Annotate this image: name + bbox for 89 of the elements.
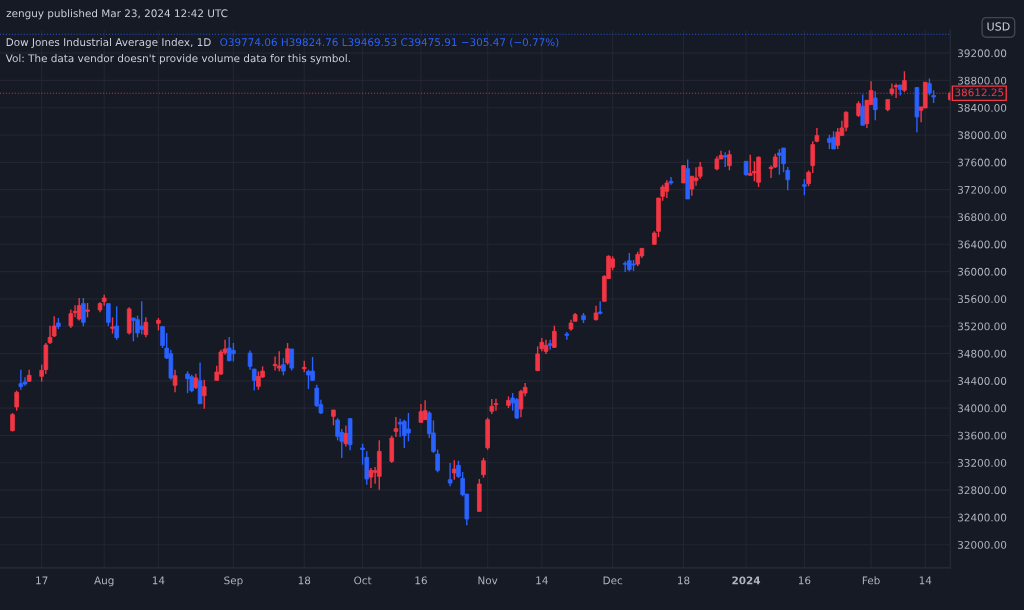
candlestick bbox=[306, 369, 311, 390]
candlestick bbox=[785, 166, 791, 192]
candlestick bbox=[622, 260, 628, 273]
candlestick bbox=[114, 305, 119, 341]
y-tick-label: 34800.00 bbox=[958, 349, 1007, 358]
y-tick-label: 36400.00 bbox=[958, 240, 1007, 249]
candlestick bbox=[368, 467, 374, 489]
ref-line-label: 38612.25 bbox=[955, 88, 1004, 97]
text: O39774.06 H39824.76 L39469.53 C39475.91 −305.47 (−0.77%) bbox=[220, 37, 559, 48]
candlestick bbox=[727, 149, 732, 172]
candlestick bbox=[777, 148, 782, 176]
candlestick bbox=[406, 412, 411, 443]
candlestick bbox=[452, 459, 457, 481]
candlestick bbox=[276, 350, 282, 373]
y-tick-label: 36000.00 bbox=[958, 267, 1007, 276]
x-tick-label: 16 bbox=[415, 576, 427, 585]
candlestick bbox=[106, 302, 111, 327]
candlestick bbox=[231, 342, 236, 363]
y-tick-label: 38400.00 bbox=[958, 103, 1007, 112]
x-tick-label: Sep bbox=[224, 576, 243, 587]
candlestick bbox=[289, 348, 295, 372]
candlestick bbox=[81, 297, 86, 327]
candlestick bbox=[226, 336, 232, 363]
candlestick bbox=[835, 127, 841, 150]
y-tick-label: 33600.00 bbox=[958, 431, 1007, 440]
candlestick bbox=[860, 93, 866, 126]
candlestick bbox=[172, 369, 178, 394]
x-tick-label: 2024 bbox=[732, 576, 761, 585]
text: USD bbox=[987, 22, 1010, 31]
candlestick bbox=[389, 434, 395, 464]
candlestick bbox=[285, 342, 290, 366]
y-tick-label: 35600.00 bbox=[958, 295, 1007, 304]
y-tick-label: 35200.00 bbox=[958, 322, 1007, 331]
candlestick bbox=[422, 399, 428, 421]
candlestick bbox=[76, 297, 82, 322]
y-tick-label: 37200.00 bbox=[958, 185, 1007, 194]
y-tick-label: 39200.00 bbox=[958, 49, 1007, 58]
x-tick-label: Dec bbox=[603, 576, 623, 585]
y-tick-label: 37600.00 bbox=[958, 158, 1007, 167]
y-tick-label: 34400.00 bbox=[958, 377, 1007, 385]
text: Dow Jones Industrial Average Index, 1D bbox=[6, 37, 211, 49]
candlestick bbox=[14, 389, 19, 412]
candlestick bbox=[493, 397, 499, 412]
x-tick-label: 17 bbox=[36, 576, 48, 585]
candlestick bbox=[256, 370, 261, 391]
x-tick-label: 18 bbox=[678, 576, 690, 585]
y-tick-label: 36800.00 bbox=[958, 213, 1007, 222]
candlestick bbox=[139, 300, 144, 336]
x-tick-label: 14 bbox=[919, 576, 932, 585]
candlestick bbox=[872, 90, 878, 121]
x-tick-label: 14 bbox=[536, 576, 548, 585]
candlestick bbox=[272, 355, 278, 372]
annotation: Vol: The data vendor doesn't provide volume data for this symbol. bbox=[5, 54, 350, 65]
candlestick bbox=[418, 403, 424, 424]
candlestick bbox=[201, 378, 207, 410]
candlestick bbox=[143, 316, 149, 339]
candlestick bbox=[547, 338, 553, 351]
candlestick bbox=[185, 370, 190, 394]
x-tick-label: Aug bbox=[94, 576, 114, 587]
candlestick bbox=[68, 308, 74, 329]
candlestick bbox=[843, 110, 849, 132]
candlestick bbox=[902, 70, 907, 93]
x-tick-label: Feb bbox=[862, 576, 880, 585]
candlestick bbox=[564, 331, 570, 341]
x-tick-label: Oct bbox=[354, 576, 372, 585]
candlestick bbox=[481, 457, 486, 479]
y-tick-label: 32400.00 bbox=[958, 513, 1007, 522]
x-tick-label: 18 bbox=[298, 576, 311, 585]
candlestick bbox=[535, 345, 540, 372]
candlestick bbox=[693, 166, 699, 187]
candlestick bbox=[447, 462, 453, 488]
candlestick bbox=[397, 417, 403, 438]
y-tick-label: 33200.00 bbox=[958, 458, 1007, 467]
candlestick bbox=[131, 317, 136, 342]
x-tick-label: 14 bbox=[152, 576, 165, 585]
text: zenguy published Mar 23, 2024 12:42 UTC bbox=[6, 9, 228, 20]
y-tick-label: 32800.00 bbox=[958, 486, 1007, 495]
candlestick bbox=[393, 416, 399, 438]
y-tick-label: 32000.00 bbox=[958, 540, 1007, 549]
x-tick-label: 16 bbox=[798, 576, 811, 585]
y-tick-label: 38800.00 bbox=[958, 76, 1007, 85]
y-tick-label: 34000.00 bbox=[958, 404, 1007, 413]
x-tick-label: Nov bbox=[478, 576, 498, 585]
candlestick bbox=[597, 300, 603, 316]
candlestick bbox=[552, 324, 557, 349]
y-tick-label: 38000.00 bbox=[958, 131, 1007, 140]
candlestick bbox=[627, 252, 632, 273]
candlestick bbox=[343, 424, 349, 448]
candlestick bbox=[668, 176, 674, 186]
